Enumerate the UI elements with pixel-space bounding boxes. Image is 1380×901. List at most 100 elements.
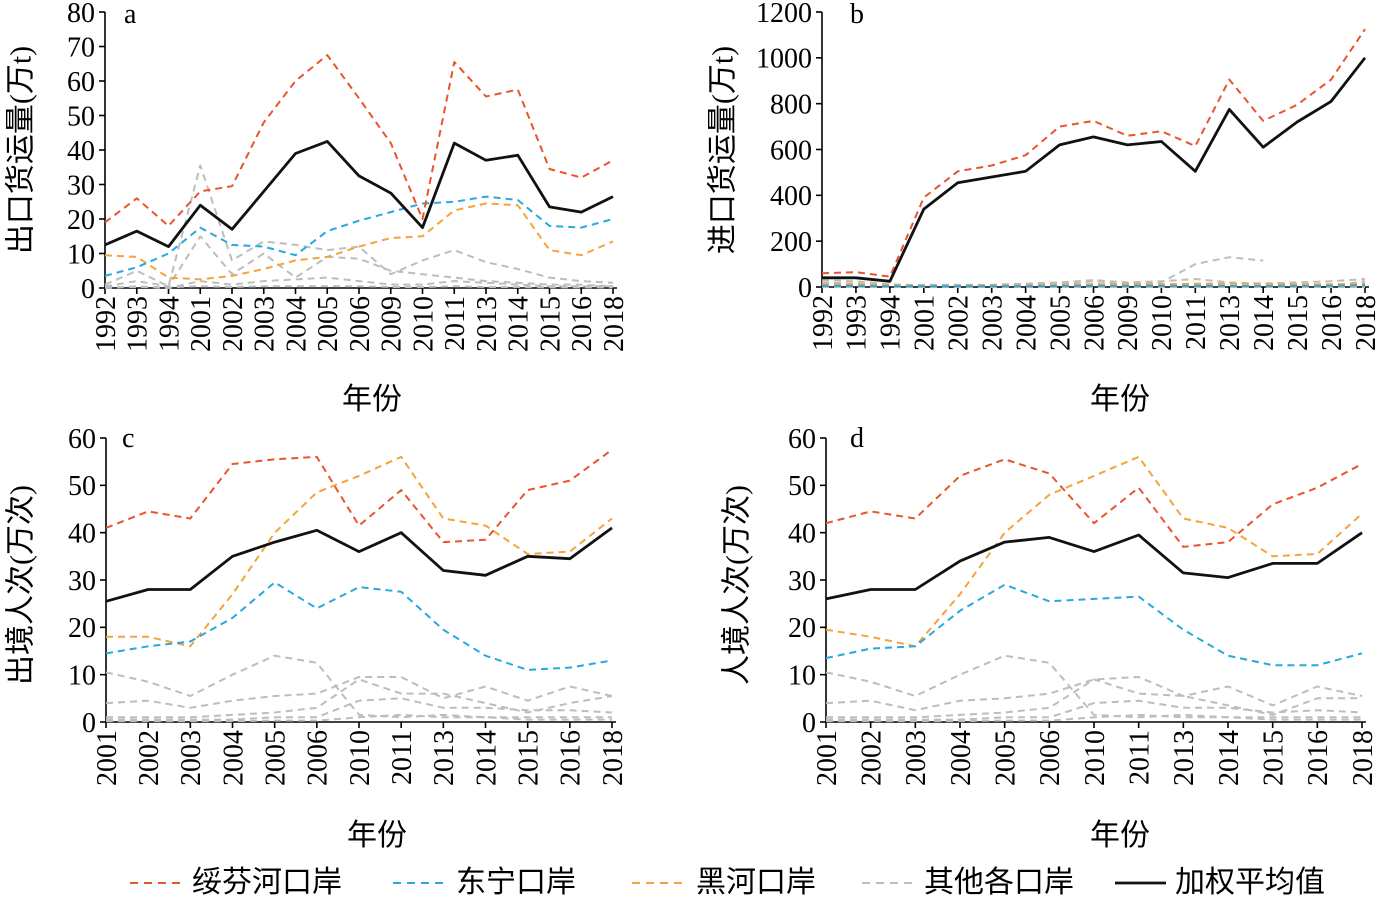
panel-a-x-tick-label: 2013	[472, 296, 503, 352]
panel-d-x-tick-label: 2004	[946, 730, 977, 786]
panel-d-series-2-line	[826, 678, 1362, 719]
panel-c-x-axis-title: 年份	[347, 819, 407, 852]
panel-a-y-tick-label: 20	[67, 205, 95, 236]
panel-a-x-tick-label: 2018	[599, 296, 630, 352]
panel-d-y-tick-label: 0	[802, 708, 816, 739]
panel-b-y-tick-label: 0	[798, 273, 812, 304]
panel-b-y-tick-label: 200	[770, 227, 812, 258]
panel-b-x-tick-label: 2016	[1317, 295, 1348, 351]
panel-d-label: d	[850, 423, 864, 454]
legend-item-heihe: 黑河口岸	[632, 866, 816, 899]
panel-d-x-tick-label: 2002	[856, 730, 887, 786]
panel-b-y-tick-label: 800	[770, 89, 812, 120]
panel-c-y-tick-label: 50	[68, 471, 96, 502]
panel-d-y-tick-label: 60	[788, 424, 816, 455]
panel-b-x-tick-label: 2018	[1351, 295, 1380, 351]
panel-d-y-tick-label: 40	[788, 518, 816, 549]
panel-b-series-7-line	[822, 56, 1367, 283]
panel-c-y-tick-label: 0	[82, 708, 96, 739]
panel-d-plot-area: 0 10 20 30 40 50 60 2001 2002 2003 2004 2005 2006 201…	[788, 424, 1379, 786]
panel-d-x-tick-label: 2015	[1258, 730, 1289, 786]
panel-a-x-tick-label: 2002	[218, 296, 249, 352]
panel-a-series-0-line	[104, 164, 614, 288]
panel-c-series-5-line	[106, 455, 613, 648]
panel-d-series-4-line	[826, 713, 1362, 723]
legend-item-other-ports: 其他各口岸	[862, 866, 1074, 899]
panel-c-series-1-line	[105, 676, 613, 709]
panel-b-x-tick-label: 2006	[1079, 295, 1110, 351]
legend-item-suifenhe: 绥芬河口岸	[130, 866, 342, 899]
panel-a-series-3-line	[105, 285, 613, 289]
panel-c-y-tick-label: 20	[68, 613, 96, 644]
panel-b-y-tick-label: 1000	[756, 44, 812, 75]
panel-c-x-tick-label: 2016	[556, 730, 587, 786]
panel-c-y-tick-label: 10	[68, 660, 96, 691]
panel-d-series-1-line	[825, 676, 1363, 712]
panel-b-x-tick-label: 2013	[1215, 295, 1246, 351]
panel-c-x-tick-label: 2014	[471, 730, 502, 786]
panel-b-x-tick-label: 2003	[977, 295, 1008, 351]
panel-c-x-tick-label: 2018	[598, 730, 629, 786]
panel-a-series-6-line	[104, 54, 614, 227]
panel-b-x-tick-label: 2004	[1011, 295, 1042, 351]
panel-c-x-tick-label: 2006	[303, 730, 334, 786]
panel-a-x-tick-label: 2011	[440, 296, 471, 351]
panel-c-series-3-line	[106, 697, 613, 721]
panel-a-x-axis-title: 年份	[342, 383, 402, 416]
panel-d-x-tick-label: 2014	[1214, 730, 1245, 786]
panel-d-x-tick-label: 2013	[1169, 730, 1200, 786]
panel-c-series-8-line	[105, 526, 613, 603]
panel-b-x-tick-label: 2009	[1113, 295, 1144, 351]
panel-b-label: b	[850, 0, 864, 30]
legend-label-suifenhe: 绥芬河口岸	[192, 866, 342, 899]
panel-d-y-tick-label: 30	[788, 566, 816, 597]
panel-b-x-tick-label: 2014	[1249, 295, 1280, 351]
panel-a-y-tick-label: 10	[67, 239, 95, 270]
panel-c-x-tick-label: 2005	[260, 730, 291, 786]
panel-c-y-axis-title: 出境人次(万次)	[5, 485, 38, 685]
panel-c-x-tick-label: 2002	[134, 730, 165, 786]
legend-label-weighted-average: 加权平均值	[1175, 866, 1325, 899]
panel-b-y-axis-title: 进口货运量(万t)	[707, 46, 740, 254]
panel-d-x-tick-label: 2010	[1080, 730, 1111, 786]
panel-c-y-tick-label: 60	[68, 424, 96, 455]
panel-a-x-tick-label: 2006	[345, 296, 376, 352]
panel-c-plot-area: 0 10 20 30 40 50 60 2001 2002 2003 2004 2005 2006 201…	[68, 424, 629, 786]
panel-c-series-0-line	[105, 654, 612, 719]
panel-b-series-5-line	[822, 284, 1366, 288]
panel-a-x-tick-label: 2003	[250, 296, 281, 352]
panel-a-y-tick-label: 40	[67, 136, 95, 167]
panel-a-x-tick-label: 2004	[281, 296, 312, 352]
panel-a-series-2-line	[104, 276, 613, 289]
panel-a-x-tick-label: 2009	[377, 296, 408, 352]
panel-b-series-6-line	[821, 28, 1366, 278]
panel-b-x-tick-label: 2002	[944, 295, 975, 351]
panel-a-x-tick-label: 1992	[91, 296, 122, 352]
panel-b-x-axis-title: 年份	[1090, 383, 1150, 416]
panel-d-x-tick-label: 2003	[901, 730, 932, 786]
legend-item-dongning: 东宁口岸	[393, 866, 576, 899]
panel-a-y-tick-label: 30	[67, 170, 95, 201]
panel-c-x-tick-label: 2004	[218, 730, 249, 786]
panel-d-series-7-line	[825, 458, 1363, 548]
panel-b-x-tick-label: 1994	[876, 295, 907, 351]
panel-a-x-tick-label: 2005	[313, 296, 344, 352]
panel-a-series-7-line	[104, 140, 614, 248]
panel-b-x-tick-label: 2015	[1283, 295, 1314, 351]
panel-c-series-6-line	[105, 581, 613, 671]
panel-a-y-tick-label: 0	[81, 274, 95, 305]
panel-d-y-tick-label: 20	[788, 613, 816, 644]
panel-b-x-tick-label: 2011	[1181, 295, 1212, 350]
panel-c-series-7-line	[105, 448, 613, 544]
panel-d-series-6-line	[825, 583, 1363, 667]
panel-b-x-tick-label: 1993	[842, 295, 873, 351]
panel-b-y-tick-label: 1200	[756, 0, 812, 29]
panel-c-x-tick-label: 2013	[429, 730, 460, 786]
panel-d-x-tick-label: 2016	[1303, 730, 1334, 786]
panel-a-x-tick-label: 2001	[186, 296, 217, 352]
panel-b-x-tick-label: 2001	[910, 295, 941, 351]
panel-c-label: c	[122, 423, 134, 454]
